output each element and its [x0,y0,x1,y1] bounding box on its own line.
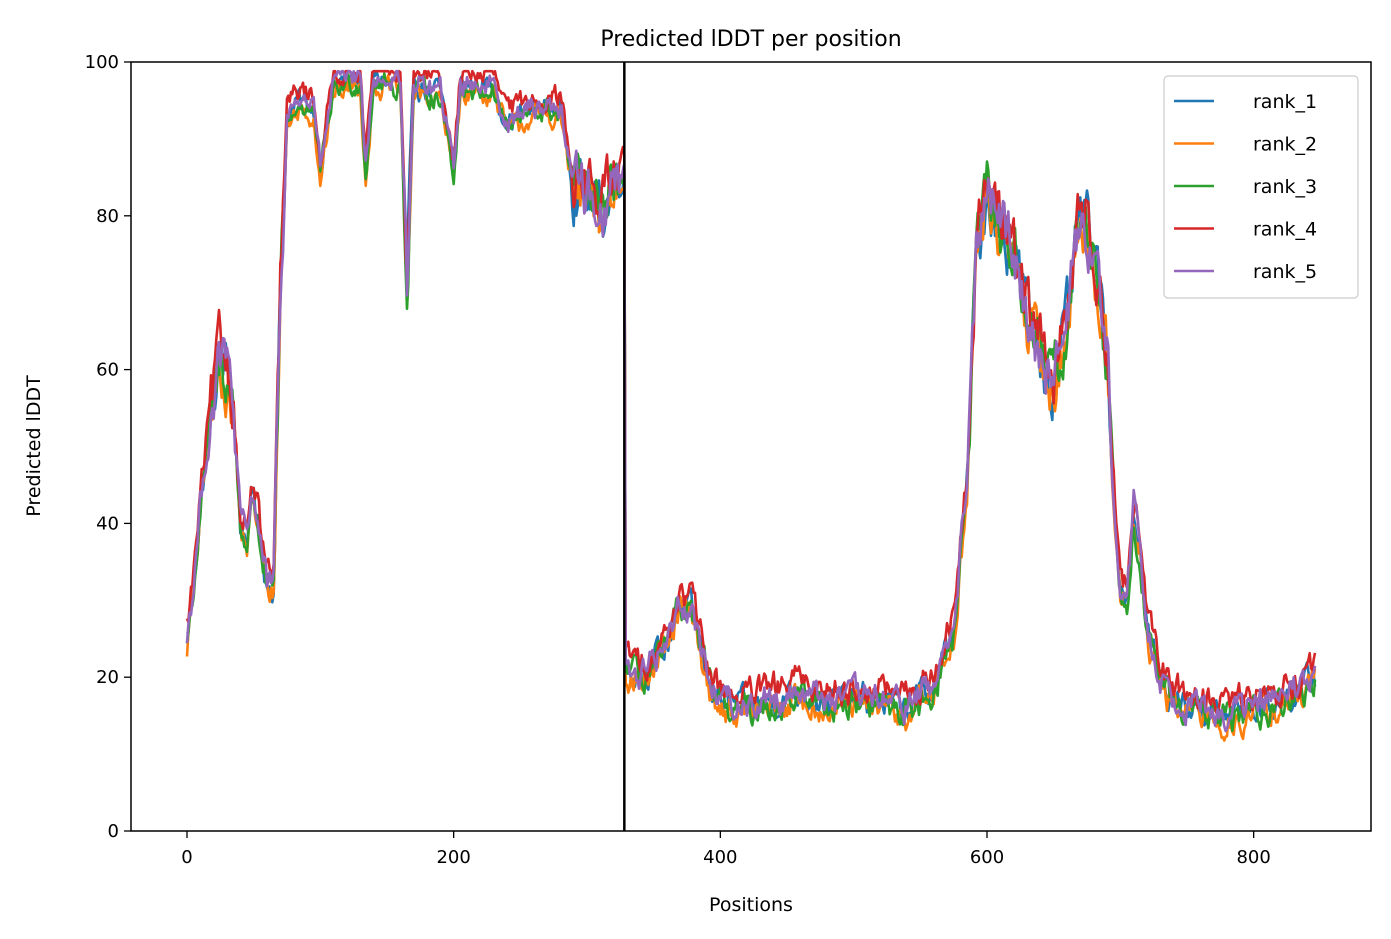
y-axis: 0 20 40 60 80 100 [85,52,131,842]
y-tick-label: 0 [108,821,119,842]
series-line-rank_2 [185,73,1317,742]
series-line-rank_5 [185,69,1317,733]
legend-label-rank_3: rank_3 [1253,176,1317,198]
chart-title: Predicted lDDT per position [600,27,901,52]
legend: rank_1 rank_2 rank_3 rank_4 rank_5 [1163,75,1359,299]
legend-label-rank_1: rank_1 [1253,91,1317,113]
x-axis: 0 200 400 600 800 [181,831,1271,868]
legend-label-rank_2: rank_2 [1253,134,1317,156]
y-axis-label: Predicted lDDT [23,375,45,517]
y-tick-label: 20 [96,667,119,688]
x-tick-label: 400 [703,847,737,868]
y-tick-label: 100 [85,52,119,73]
y-tick-label: 60 [96,360,119,381]
y-tick-label: 80 [96,206,119,227]
y-tick-label: 40 [96,513,119,534]
plot-area [130,61,1372,832]
x-tick-label: 600 [970,847,1004,868]
plot-frame [130,61,1372,832]
series-layer [185,69,1317,742]
legend-box [1163,75,1359,299]
x-axis-label: Positions [709,894,793,916]
x-tick-label: 800 [1236,847,1270,868]
x-tick-label: 200 [436,847,470,868]
x-tick-label: 0 [181,847,192,868]
legend-label-rank_5: rank_5 [1253,261,1317,283]
legend-label-rank_4: rank_4 [1253,219,1317,241]
